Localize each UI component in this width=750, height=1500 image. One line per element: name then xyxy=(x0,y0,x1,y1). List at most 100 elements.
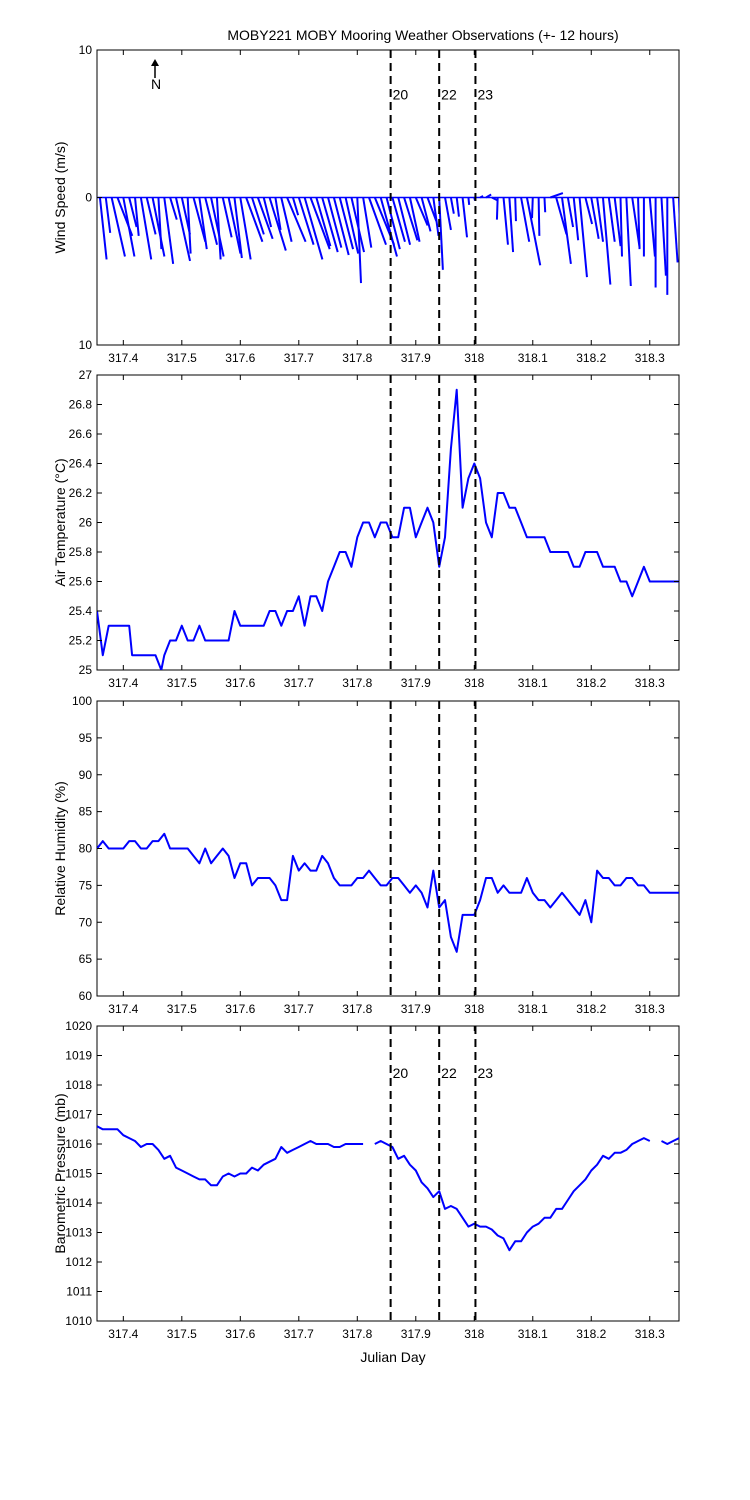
wind-stick xyxy=(291,197,300,216)
wind-stick xyxy=(403,197,419,241)
airtemp-y-label: Air Temperature (°C) xyxy=(52,458,68,586)
wind-xtick-label: 318.1 xyxy=(518,351,548,365)
humidity-y-label: Relative Humidity (%) xyxy=(52,781,68,916)
humidity-panel: 60 65 70 75 80 85 90 95 100 317.4 317.5 317.6 317.7… xyxy=(52,694,680,1016)
wind-xtick-label: 317.8 xyxy=(342,351,372,365)
airtemp-x-ticks: 317.4 317.5 317.6 317.7 317.8 317.9 318 318.1 31… xyxy=(108,375,665,690)
wind-stick xyxy=(379,197,398,257)
wind-stick xyxy=(245,197,264,243)
wind-stick xyxy=(368,197,387,246)
wind-stick xyxy=(122,197,136,257)
wind-stick xyxy=(625,197,632,287)
airtemp-xtick-label: 317.4 xyxy=(108,676,138,690)
wind-stick xyxy=(268,197,287,251)
north-arrowhead-icon xyxy=(151,59,159,66)
wind-xtick-label: 317.9 xyxy=(401,351,431,365)
wind-xtick-label: 318 xyxy=(464,351,484,365)
wind-stick xyxy=(420,197,432,232)
airtemp-xtick-label: 318.2 xyxy=(576,676,606,690)
humidity-ytick-label: 70 xyxy=(79,915,93,929)
humidity-xtick-label: 317.6 xyxy=(225,1002,255,1016)
pressure-series-line xyxy=(374,1137,651,1252)
pressure-ytick-label: 1014 xyxy=(65,1196,92,1210)
pressure-xtick-label: 317.9 xyxy=(401,1327,431,1341)
wind-stick xyxy=(508,197,515,253)
wind-stick xyxy=(555,197,568,235)
wind-stick xyxy=(297,197,315,245)
wind-ytick-label: 10 xyxy=(79,338,93,352)
wind-stick xyxy=(98,197,108,260)
airtemp-xtick-label: 318.1 xyxy=(518,676,548,690)
airtemp-data xyxy=(97,388,679,670)
humidity-ytick-label: 95 xyxy=(79,731,93,745)
wind-stick xyxy=(256,197,274,240)
humidity-x-ticks: 317.4 317.5 317.6 317.7 317.8 317.9 318 318.1 31… xyxy=(108,701,665,1016)
pressure-x-ticks: 317.4 317.5 317.6 317.7 317.8 317.9 318 318.1 31… xyxy=(108,1026,665,1341)
wind-event-label: 23 xyxy=(477,86,493,102)
wind-stick xyxy=(660,197,667,276)
wind-stick xyxy=(110,197,126,257)
pressure-ytick-label: 1011 xyxy=(66,1285,92,1299)
airtemp-ytick-label: 27 xyxy=(79,368,93,382)
airtemp-ytick-label: 26.2 xyxy=(69,486,93,500)
wind-stick xyxy=(204,197,219,245)
wind-xtick-label: 317.6 xyxy=(225,351,255,365)
wind-stick xyxy=(356,197,362,284)
airtemp-y-ticks: 25 25.2 25.4 25.6 25.8 26 26.2 26.4 26.6 26.8 27 xyxy=(69,368,679,677)
wind-stick xyxy=(672,197,679,263)
wind-stick xyxy=(613,197,622,247)
wind-stick xyxy=(485,193,492,199)
wind-stick xyxy=(461,197,469,238)
humidity-ytick-label: 65 xyxy=(79,952,93,966)
humidity-data xyxy=(97,832,679,953)
airtemp-xtick-label: 317.6 xyxy=(225,676,255,690)
pressure-ytick-label: 1010 xyxy=(65,1314,92,1328)
pressure-ytick-label: 1017 xyxy=(65,1108,92,1122)
pressure-xtick-label: 317.4 xyxy=(108,1327,138,1341)
wind-stick xyxy=(408,197,421,242)
pressure-plot-area: 20 22 23 xyxy=(96,1025,680,1322)
x-axis-label: Julian Day xyxy=(360,1349,425,1365)
pressure-ytick-label: 1015 xyxy=(65,1167,92,1181)
wind-stick xyxy=(514,197,517,222)
figure-title: MOBY221 MOBY Mooring Weather Observation… xyxy=(227,27,618,43)
wind-stick xyxy=(543,197,547,213)
wind-stick xyxy=(596,197,605,242)
wind-stick xyxy=(572,197,580,241)
humidity-y-ticks: 60 65 70 75 80 85 90 95 100 xyxy=(72,694,679,1003)
wind-stick xyxy=(215,197,222,260)
humidity-xtick-label: 317.5 xyxy=(167,1002,197,1016)
north-indicator: N xyxy=(151,59,161,92)
north-label: N xyxy=(151,76,161,92)
wind-stick xyxy=(648,197,656,257)
wind-stick xyxy=(455,197,460,217)
wind-stick xyxy=(315,197,332,247)
wind-stick xyxy=(251,197,265,235)
airtemp-series-line xyxy=(97,388,679,670)
wind-plot-area: 20 22 23 xyxy=(96,49,680,346)
pressure-y-ticks: 1010 1011 1012 1013 1014 1015 1016 1017 1018 1019… xyxy=(65,1019,679,1328)
wind-stick xyxy=(607,197,616,242)
wind-x-ticks: 317.4 317.5 317.6 317.7 317.8 317.9 318 318.1 31… xyxy=(108,50,665,365)
pressure-ytick-label: 1013 xyxy=(65,1226,92,1240)
pressure-xtick-label: 318.1 xyxy=(518,1327,548,1341)
airtemp-ytick-label: 26.4 xyxy=(69,457,93,471)
wind-stick xyxy=(221,197,233,238)
humidity-xtick-label: 318.2 xyxy=(576,1002,606,1016)
wind-stick xyxy=(467,197,471,205)
humidity-xtick-label: 317.7 xyxy=(284,1002,314,1016)
wind-stick xyxy=(444,197,452,231)
wind-ytick-label: 10 xyxy=(79,43,93,57)
wind-stick xyxy=(274,197,282,231)
wind-stick xyxy=(233,197,243,259)
wind-stick xyxy=(338,197,355,250)
humidity-xtick-label: 317.9 xyxy=(401,1002,431,1016)
wind-stick xyxy=(426,197,438,222)
airtemp-ytick-label: 25.4 xyxy=(69,604,93,618)
humidity-ytick-label: 85 xyxy=(79,805,93,819)
pressure-xtick-label: 317.7 xyxy=(284,1327,314,1341)
wind-xtick-label: 317.7 xyxy=(284,351,314,365)
pressure-ytick-label: 1012 xyxy=(65,1255,92,1269)
wind-stick xyxy=(227,197,242,254)
